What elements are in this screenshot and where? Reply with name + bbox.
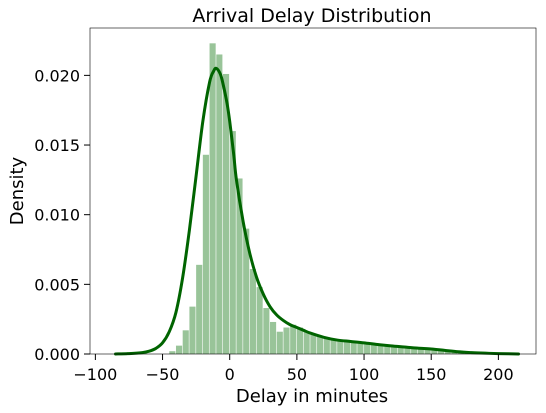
- histogram-bar-19: [296, 327, 303, 354]
- histogram-bar-32: [384, 345, 391, 354]
- y-axis: 0.000 0.005 0.010 0.015 0.020: [34, 66, 90, 364]
- y-tick-label-0: 0.000: [34, 345, 80, 364]
- histogram-bar-18: [290, 324, 297, 354]
- histogram-bar-9: [229, 131, 236, 354]
- y-tick-label-2: 0.010: [34, 206, 80, 225]
- histogram-bar-34: [397, 345, 404, 354]
- histogram-bar-24: [330, 338, 337, 354]
- y-tick-label-4: 0.020: [34, 66, 80, 85]
- x-tick-label-0: −100: [73, 365, 117, 384]
- x-tick-label-4: 100: [349, 365, 380, 384]
- histogram-bar-36: [411, 347, 418, 354]
- histogram-bar-1: [175, 345, 183, 354]
- histogram-bar-16: [276, 331, 283, 354]
- histogram-bar-38: [424, 348, 431, 354]
- plot-frame: [89, 27, 537, 355]
- histogram-bar-22: [317, 335, 324, 354]
- histogram-bar-39: [431, 348, 438, 354]
- histogram-bar-33: [390, 345, 398, 354]
- x-tick-label-5: 150: [416, 365, 447, 384]
- histogram-bar-0: [169, 351, 176, 354]
- histogram-bar-37: [417, 348, 424, 354]
- histogram-bar-15: [270, 321, 277, 354]
- histogram-bar-10: [236, 178, 243, 354]
- histogram-bar-14: [263, 308, 270, 354]
- histogram-bar-12: [249, 269, 256, 354]
- histogram-bar-31: [377, 344, 384, 354]
- histogram-bar-20: [303, 331, 310, 354]
- histogram-bar-4: [196, 264, 203, 354]
- histogram-bar-11: [243, 228, 250, 354]
- y-tick-label-1: 0.005: [34, 275, 80, 294]
- x-tick-label-2: 0: [225, 365, 235, 384]
- x-axis: −100 −50 0 50 100 150 200: [73, 354, 514, 384]
- histogram-bar-21: [310, 334, 317, 354]
- kde-curve: [114, 66, 521, 356]
- histogram-bar-40: [437, 349, 445, 354]
- histogram-bar-27: [350, 341, 357, 354]
- histogram-bar-28: [357, 342, 364, 354]
- histogram-bar-8: [222, 73, 230, 354]
- histogram-bar-3: [189, 306, 196, 354]
- histogram-bar-25: [337, 340, 344, 354]
- y-tick-label-3: 0.015: [34, 136, 80, 155]
- histogram-bar-5: [202, 154, 209, 354]
- histogram-bar-35: [404, 347, 411, 354]
- histogram-bars: [169, 43, 478, 354]
- x-tick-label-6: 200: [483, 365, 514, 384]
- x-axis-title: Delay in minutes: [236, 386, 388, 407]
- histogram-bar-7: [216, 54, 223, 354]
- x-tick-label-3: 50: [287, 365, 307, 384]
- histogram-bar-23: [323, 337, 330, 354]
- histogram-bar-2: [182, 330, 189, 354]
- x-tick-label-1: −50: [146, 365, 180, 384]
- histogram-bar-13: [256, 287, 263, 354]
- chart-title: Arrival Delay Distribution: [192, 5, 431, 27]
- histogram-bar-6: [209, 43, 216, 354]
- histogram-bar-17: [283, 327, 290, 354]
- histogram-bar-29: [364, 342, 371, 354]
- y-axis-title: Density: [7, 156, 28, 225]
- histogram-bar-30: [370, 344, 377, 354]
- histogram-bar-26: [343, 341, 351, 354]
